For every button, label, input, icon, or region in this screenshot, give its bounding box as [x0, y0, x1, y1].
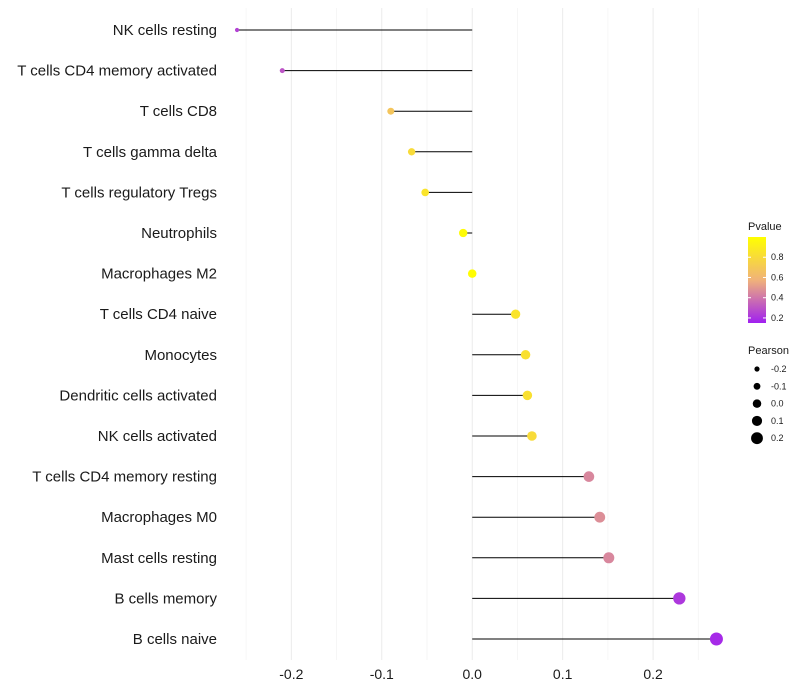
legend-pearson-dot — [751, 415, 763, 426]
x-tick-label: 0.2 — [643, 666, 663, 682]
legend-pearson-label: -0.2 — [771, 364, 787, 374]
legend-pearson-label: -0.1 — [771, 381, 787, 391]
legend-pearson-label: 0.1 — [771, 416, 784, 426]
legend-pearson-dot — [751, 432, 763, 445]
category-label: T cells CD4 memory activated — [17, 63, 217, 80]
category-label: NK cells resting — [113, 22, 217, 39]
legend-pvalue: Pvalue 0.8 0.6 0.4 0.2 — [748, 221, 784, 323]
category-label: B cells naive — [133, 631, 217, 648]
lollipop-point — [279, 68, 285, 74]
category-label: T cells gamma delta — [83, 144, 218, 161]
x-tick-label: -0.1 — [370, 666, 394, 682]
category-label: T cells CD4 naive — [100, 306, 217, 323]
category-label: T cells CD8 — [140, 103, 217, 120]
legend-pearson-title: Pearson — [748, 345, 789, 357]
grid-lines — [245, 8, 699, 660]
x-tick-label: 0.1 — [553, 666, 573, 682]
legend-pearson: Pearson -0.2 -0.1 0.0 0.1 0.2 — [748, 345, 789, 445]
legend-pvalue-label: 0.2 — [771, 313, 784, 323]
legend-pvalue-label: 0.6 — [771, 272, 784, 282]
legend-pvalue-label: 0.8 — [771, 252, 784, 262]
legend-pearson-label: 0.2 — [771, 433, 784, 443]
lollipop-point — [234, 27, 240, 33]
category-label: T cells CD4 memory resting — [32, 469, 217, 486]
lollipop-points — [234, 27, 723, 646]
lollipop-point — [522, 390, 533, 401]
category-label: T cells regulatory Tregs — [61, 184, 217, 201]
lollipop-stems — [237, 29, 717, 640]
legend-pearson-label: 0.0 — [771, 399, 784, 409]
category-labels: NK cells resting T cells CD4 memory activ… — [17, 22, 217, 648]
lollipop-point — [407, 148, 416, 156]
category-label: Macrophages M0 — [101, 509, 217, 526]
x-axis-ticks: -0.2 -0.1 0.0 0.1 0.2 — [279, 666, 663, 682]
legend-pvalue-colorbar — [748, 237, 766, 323]
lollipop-point — [603, 552, 615, 564]
lollipop-point — [527, 431, 537, 441]
lollipop-point — [594, 511, 606, 523]
category-label: NK cells activated — [98, 428, 217, 445]
category-label: Macrophages M2 — [101, 266, 217, 283]
category-label: Mast cells resting — [101, 550, 217, 567]
lollipop-point — [387, 107, 395, 115]
lollipop-point — [709, 632, 723, 646]
lollipop-point — [673, 592, 686, 605]
category-label: Dendritic cells activated — [59, 387, 217, 404]
legend-pearson-dot — [752, 399, 762, 408]
lollipop-point — [459, 228, 468, 238]
legend-pearson-dot — [753, 382, 761, 390]
category-label: Monocytes — [144, 347, 217, 364]
lollipop-point — [510, 309, 521, 319]
lollipop-point — [520, 350, 531, 360]
category-label: B cells memory — [114, 590, 217, 607]
x-tick-label: 0.0 — [462, 666, 482, 682]
legend-pvalue-title: Pvalue — [748, 221, 782, 233]
category-label: Neutrophils — [141, 225, 217, 242]
x-tick-label: -0.2 — [279, 666, 303, 682]
lollipop-point — [421, 188, 429, 197]
legend-pearson-dot — [754, 366, 760, 372]
legend-pvalue-label: 0.4 — [771, 293, 784, 303]
lollipop-point — [467, 269, 477, 278]
lollipop-point — [583, 471, 595, 482]
